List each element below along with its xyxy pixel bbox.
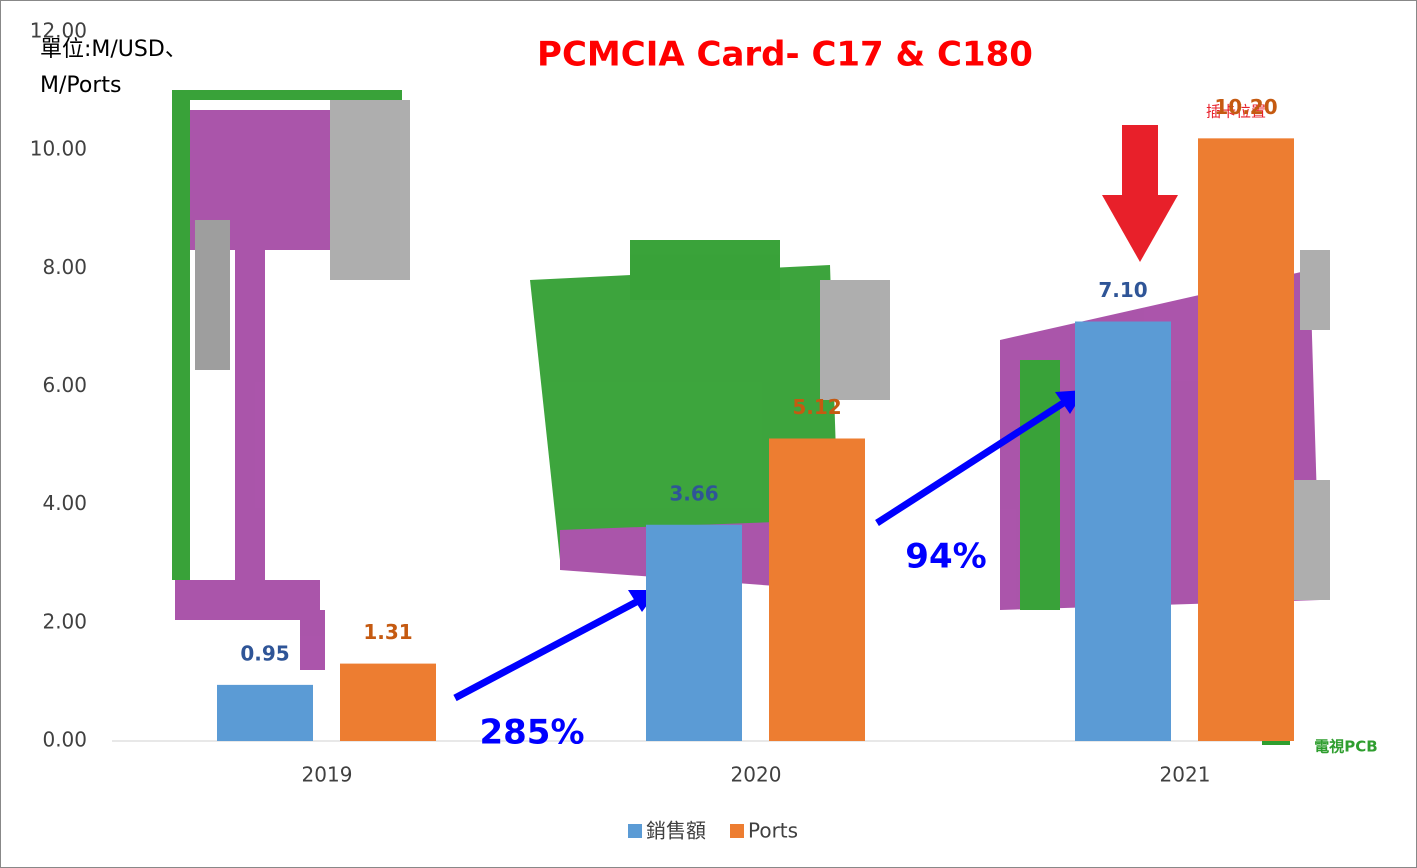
bar bbox=[340, 664, 436, 741]
chart-title: PCMCIA Card- C17 & C180 bbox=[537, 35, 1033, 75]
legend-label: 銷售額 bbox=[646, 819, 706, 843]
value-label: 10.20 bbox=[1214, 95, 1277, 119]
y-tick-label: 6.00 bbox=[42, 373, 87, 397]
bar bbox=[646, 525, 742, 741]
bar bbox=[769, 438, 865, 741]
bar bbox=[1198, 138, 1294, 741]
y-tick-label: 10.00 bbox=[30, 137, 87, 161]
unit-label: M/Ports bbox=[40, 73, 121, 98]
value-label: 0.95 bbox=[240, 641, 289, 665]
y-tick-label: 8.00 bbox=[42, 255, 87, 279]
legend-label: Ports bbox=[748, 819, 798, 843]
x-tick-label: 2019 bbox=[302, 763, 353, 787]
y-tick-label: 12.00 bbox=[30, 19, 87, 43]
bar bbox=[217, 685, 313, 741]
bar bbox=[1075, 322, 1171, 741]
x-tick-label: 2020 bbox=[731, 763, 782, 787]
y-tick-label: 0.00 bbox=[42, 728, 87, 752]
legend-swatch bbox=[628, 824, 642, 838]
annotation: 285% bbox=[479, 713, 584, 753]
annotation: 94% bbox=[905, 537, 986, 577]
image-label: 電視PCB bbox=[1314, 738, 1377, 756]
value-label: 1.31 bbox=[363, 620, 412, 644]
value-label: 7.10 bbox=[1098, 278, 1147, 302]
value-label: 5.12 bbox=[792, 395, 841, 419]
y-tick-label: 2.00 bbox=[42, 609, 87, 633]
value-label: 3.66 bbox=[669, 481, 718, 505]
chart: PCMCIA Card- C17 & C180 單位:M/USD、 M/Port… bbox=[0, 0, 1417, 868]
legend-swatch bbox=[730, 824, 744, 838]
page: PCMCIA Card- C17 & C180 單位:M/USD、 M/Port… bbox=[0, 0, 1417, 868]
y-tick-label: 4.00 bbox=[42, 491, 87, 515]
x-tick-label: 2021 bbox=[1160, 763, 1211, 787]
